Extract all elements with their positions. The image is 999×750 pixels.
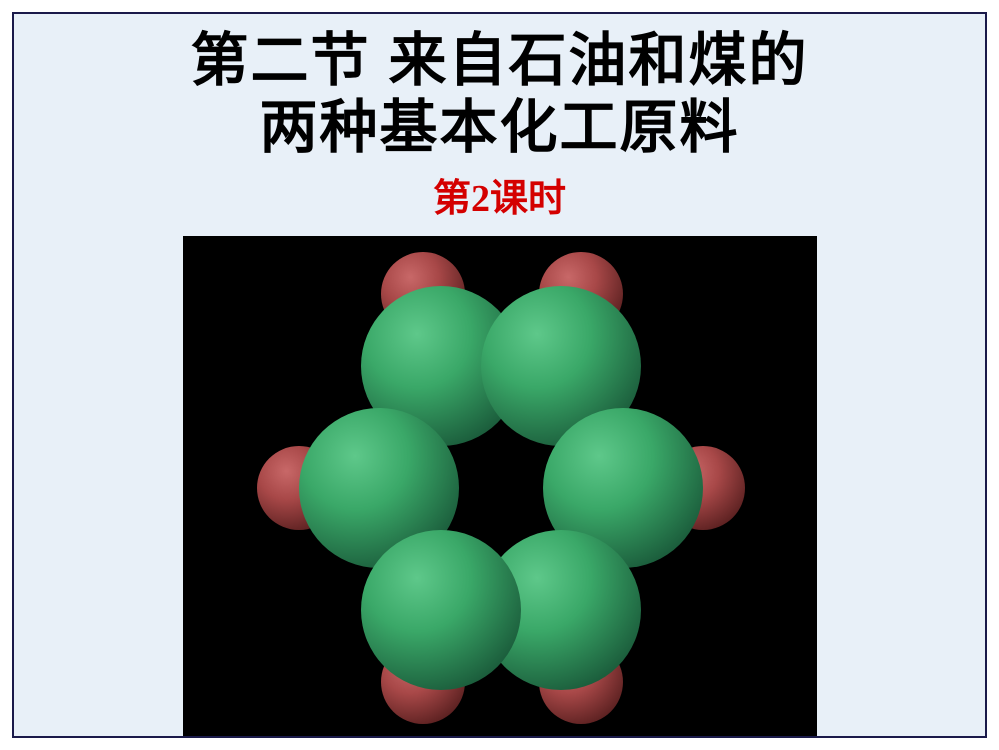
slide-frame: 第二节 来自石油和煤的 两种基本化工原料 第2课时 — [12, 12, 987, 738]
title-line-1: 第二节 来自石油和煤的 — [14, 28, 985, 95]
carbon-atom — [361, 530, 521, 690]
molecule-image — [183, 236, 817, 738]
title-line-2: 两种基本化工原料 — [14, 95, 985, 162]
slide-subtitle: 第2课时 — [14, 167, 985, 222]
slide-title: 第二节 来自石油和煤的 两种基本化工原料 — [14, 14, 985, 161]
molecule-render — [183, 236, 817, 738]
